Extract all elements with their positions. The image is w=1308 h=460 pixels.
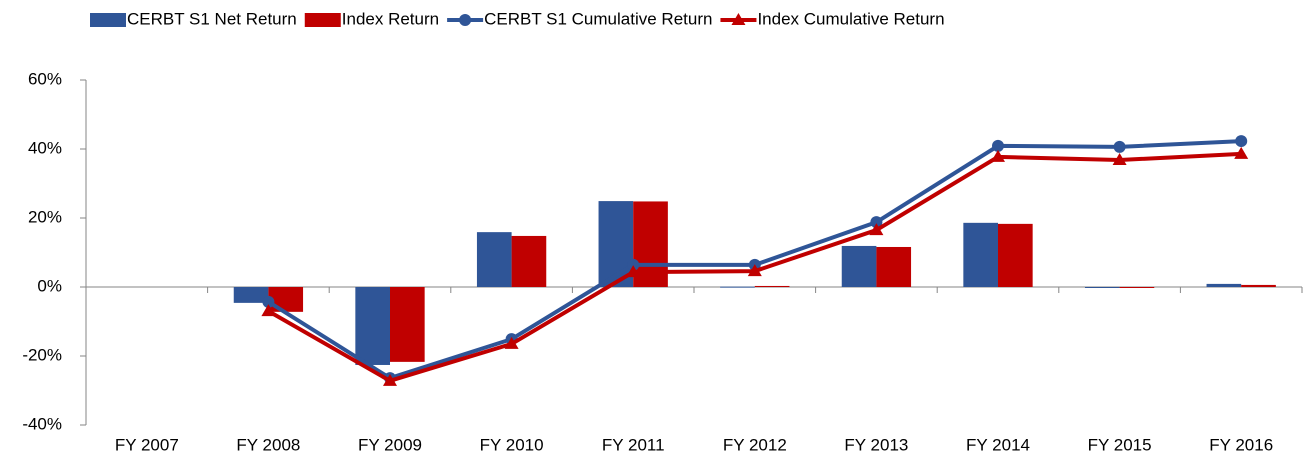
- legend-marker: [731, 13, 746, 25]
- legend-label: CERBT S1 Cumulative Return: [484, 9, 712, 28]
- line-marker: [747, 264, 762, 277]
- bar: [841, 245, 877, 287]
- x-tick-label: FY 2011: [602, 435, 665, 454]
- x-tick-label: FY 2013: [844, 435, 908, 454]
- x-tick-label: FY 2014: [966, 435, 1030, 454]
- y-tick-label: 60%: [28, 69, 62, 88]
- x-tick-label: FY 2010: [480, 435, 544, 454]
- bar: [390, 287, 425, 362]
- line-marker: [992, 139, 1004, 152]
- line-marker: [383, 373, 397, 386]
- legend-label: Index Cumulative Return: [757, 9, 944, 28]
- x-tick-label: FY 2007: [115, 435, 179, 454]
- line-marker: [627, 258, 640, 271]
- legend-swatch: [304, 13, 341, 27]
- line-marker: [1234, 146, 1249, 159]
- legend-label: CERBT S1 Net Return: [127, 9, 297, 28]
- bar: [876, 246, 912, 287]
- bar: [963, 222, 998, 287]
- bar: [511, 235, 547, 287]
- y-tick-label: -20%: [22, 345, 62, 364]
- line-marker: [504, 336, 519, 349]
- bar: [355, 287, 390, 365]
- line-marker: [991, 149, 1005, 162]
- bar: [998, 223, 1033, 287]
- y-tick-label: 20%: [28, 207, 62, 226]
- x-tick-label: FY 2008: [236, 435, 300, 454]
- y-tick-label: -40%: [22, 414, 62, 433]
- line-marker: [261, 304, 276, 317]
- x-tick-label: FY 2012: [723, 435, 787, 454]
- bar: [1206, 283, 1242, 287]
- x-tick-label: FY 2009: [358, 435, 422, 454]
- line-marker: [1113, 140, 1126, 153]
- bar: [720, 286, 755, 288]
- x-tick-label: FY 2015: [1088, 435, 1152, 454]
- line-marker: [1235, 135, 1248, 148]
- x-tick-label: FY 2016: [1209, 435, 1273, 454]
- bar: [1241, 284, 1276, 287]
- line-marker: [262, 295, 275, 308]
- bar: [1119, 287, 1155, 288]
- line-marker: [870, 216, 883, 229]
- bar: [233, 287, 269, 303]
- bar: [476, 232, 512, 287]
- bar: [1084, 287, 1120, 288]
- bar: [598, 201, 634, 287]
- bar: [754, 285, 790, 287]
- line-marker: [626, 265, 641, 278]
- legend-marker: [459, 14, 472, 26]
- y-tick-label: 0%: [37, 276, 62, 295]
- legend-swatch: [90, 13, 126, 27]
- legend-label: Index Return: [342, 9, 439, 28]
- line-marker: [869, 223, 884, 236]
- line-marker: [1112, 153, 1127, 166]
- y-tick-label: 40%: [28, 138, 62, 157]
